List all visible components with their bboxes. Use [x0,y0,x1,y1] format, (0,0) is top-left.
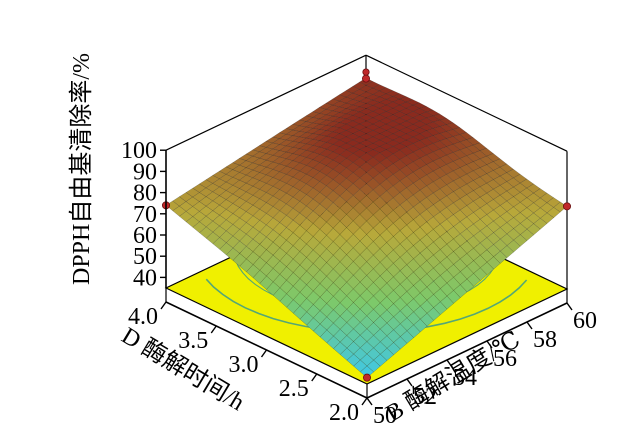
x-tick-mark [160,301,167,310]
z-tick-label: 90 [133,159,157,185]
design-point [362,373,371,382]
x-tick-label: 4.0 [128,304,158,330]
x-tick-label: 2.5 [279,376,309,402]
y-tick-label: 58 [533,327,557,353]
design-point [361,74,370,83]
x-tick-mark [210,325,217,334]
z-tick-label: 80 [133,181,157,207]
x-tick-label: 3.0 [229,352,259,378]
z-tick-label: 50 [133,244,157,270]
x-tick-label: 2.0 [329,400,359,426]
z-tick-label: 40 [133,265,157,291]
y-tick-mark [406,378,413,387]
x-tick-label: 3.5 [178,328,208,354]
design-point [362,68,370,76]
z-axis-title: DPPH自由基清除率/% [68,53,95,285]
y-axis-line [366,302,568,399]
surface-mesh [165,77,568,378]
z-tick-label: 60 [133,223,157,249]
y-tick-mark [526,321,533,330]
x-tick-mark [311,373,318,382]
y-tick-mark [566,302,573,311]
y-tick-label: 56 [493,346,517,372]
y-tick-mark [486,340,493,349]
y-tick-label: 60 [573,308,597,334]
design-point [563,202,572,211]
y-tick-label: 52 [413,384,437,410]
y-tick-mark [366,397,373,406]
x-tick-mark [361,397,368,406]
z-tick-label: 70 [133,202,157,228]
back-top-edge-left [165,54,367,151]
x-tick-mark [260,349,268,358]
y-tick-label: 54 [453,365,477,391]
back-top-edge-right [365,54,568,152]
y-tick-label: 50 [373,403,397,429]
z-tick-label: 100 [121,138,157,164]
y-tick-mark [446,359,453,368]
